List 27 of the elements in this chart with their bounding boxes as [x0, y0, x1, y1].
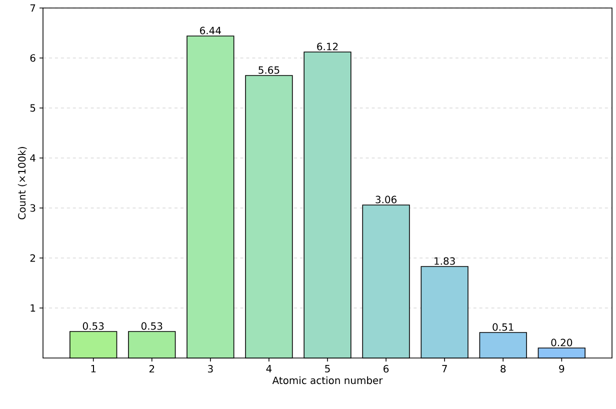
data-label: 5.65 [258, 66, 280, 74]
data-label: 0.53 [141, 322, 162, 330]
y-tick-label: 6 [30, 54, 36, 62]
data-label: 1.83 [434, 257, 455, 265]
data-label: 0.53 [82, 322, 104, 330]
data-label: 6.44 [200, 26, 221, 34]
y-tick-label: 1 [30, 304, 36, 312]
data-label: 6.12 [317, 42, 338, 50]
y-tick-label: 2 [30, 254, 35, 262]
y-tick-label: 7 [30, 4, 36, 12]
x-tick-label: 1 [91, 365, 96, 372]
x-tick-label: 5 [325, 365, 330, 372]
x-axis-title: Atomic action number [272, 376, 383, 384]
data-label: 0.20 [551, 338, 572, 346]
x-tick-label: 2 [149, 365, 154, 372]
y-tick-label: 4 [30, 154, 36, 162]
y-axis-title: Count (×100k) [18, 147, 27, 220]
y-tick-label: 3 [30, 204, 36, 212]
x-tick-label: 7 [442, 365, 447, 372]
data-label: 0.51 [492, 323, 514, 331]
data-label: 3.06 [376, 196, 397, 204]
x-tick-label: 4 [266, 365, 272, 372]
y-tick-label: 5 [30, 104, 36, 112]
x-tick-label: 8 [500, 365, 506, 373]
x-tick-label: 6 [384, 365, 389, 373]
x-tick-label: 9 [559, 365, 564, 373]
x-tick-label: 3 [208, 365, 213, 373]
